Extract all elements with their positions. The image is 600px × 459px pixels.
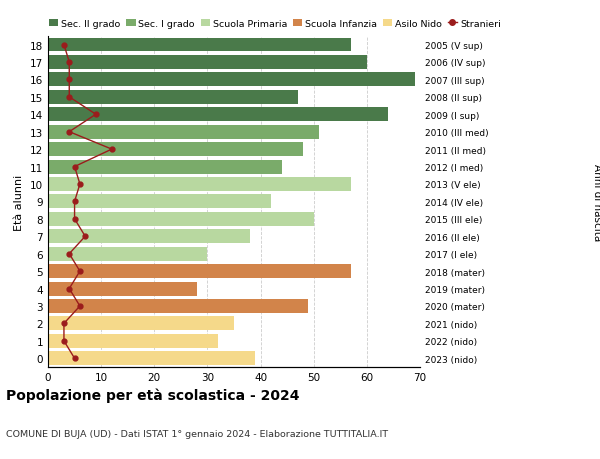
Bar xyxy=(48,352,255,365)
Bar xyxy=(48,230,250,244)
Y-axis label: Età alunni: Età alunni xyxy=(14,174,25,230)
Bar xyxy=(48,160,282,174)
Bar xyxy=(48,282,197,296)
Bar xyxy=(48,195,271,209)
Bar xyxy=(48,56,367,70)
Bar xyxy=(48,299,308,313)
Bar xyxy=(48,213,314,226)
Bar xyxy=(48,317,234,330)
Bar xyxy=(48,178,351,191)
Bar xyxy=(48,125,319,140)
Bar xyxy=(48,39,351,52)
Bar xyxy=(48,143,303,157)
Bar xyxy=(48,264,351,279)
Legend: Sec. II grado, Sec. I grado, Scuola Primaria, Scuola Infanzia, Asilo Nido, Stran: Sec. II grado, Sec. I grado, Scuola Prim… xyxy=(49,20,501,29)
Bar xyxy=(48,247,208,261)
Bar xyxy=(48,73,415,87)
Bar xyxy=(48,108,388,122)
Text: Popolazione per età scolastica - 2024: Popolazione per età scolastica - 2024 xyxy=(6,388,299,403)
Text: COMUNE DI BUJA (UD) - Dati ISTAT 1° gennaio 2024 - Elaborazione TUTTITALIA.IT: COMUNE DI BUJA (UD) - Dati ISTAT 1° genn… xyxy=(6,429,388,438)
Bar xyxy=(48,90,298,105)
Bar xyxy=(48,334,218,348)
Text: Anni di nascita: Anni di nascita xyxy=(592,163,600,241)
